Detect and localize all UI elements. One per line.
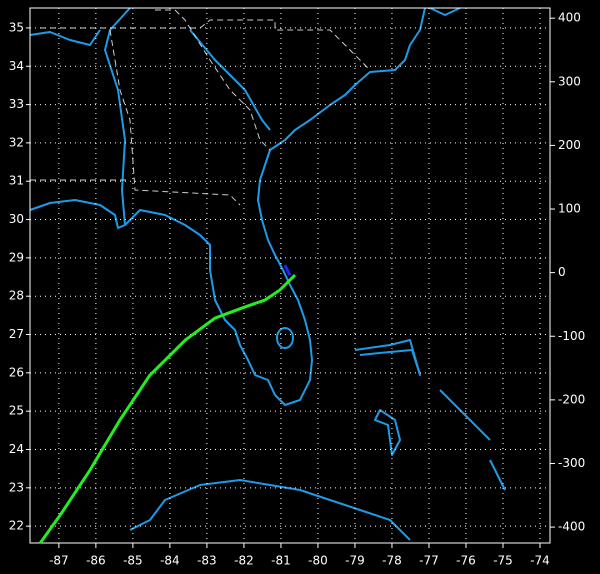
y-tick-label: 27: [9, 327, 24, 341]
y-tick-label: 32: [9, 135, 24, 149]
y2-tick-label: -200: [558, 392, 585, 406]
y2-tick-label: 400: [558, 11, 581, 25]
x-tick-label: -81: [271, 554, 291, 568]
frame: [29, 7, 551, 544]
coastlines: [29, 7, 506, 541]
x-tick-label: -75: [493, 554, 513, 568]
y-tick-label: 35: [9, 20, 24, 34]
y2-tick-label: -400: [558, 520, 585, 534]
track: [283, 264, 292, 276]
state-borders: [30, 9, 371, 206]
x-tick-label: -74: [530, 554, 550, 568]
y-tick-label: 22: [9, 519, 24, 533]
y2-tick-label: 100: [558, 202, 581, 216]
y-tick-label: 25: [9, 404, 24, 418]
y-tick-label: 24: [9, 442, 24, 456]
x-tick-label: -80: [308, 554, 328, 568]
x-tick-label: -83: [197, 554, 217, 568]
x-tick-label: -85: [123, 554, 143, 568]
y-tick-label: 31: [9, 174, 24, 188]
y-tick-label: 26: [9, 365, 24, 379]
x-tick-label: -77: [419, 554, 439, 568]
y2-tick-label: 200: [558, 138, 581, 152]
y-tick-label: 34: [9, 59, 24, 73]
x-tick-label: -87: [49, 554, 69, 568]
y-tick-label: 28: [9, 289, 24, 303]
y-tick-label: 29: [9, 250, 24, 264]
y2-tick-label: 0: [558, 265, 566, 279]
track: [38, 274, 297, 545]
x-tick-label: -84: [160, 554, 180, 568]
y-tick-label: 33: [9, 97, 24, 111]
y-tick-label: 23: [9, 480, 24, 494]
y2-tick-label: -100: [558, 329, 585, 343]
y-tick-label: 30: [9, 212, 24, 226]
x-tick-label: -82: [234, 554, 254, 568]
x-tick-label: -86: [86, 554, 106, 568]
x-tick-label: -78: [382, 554, 402, 568]
x-tick-label: -79: [345, 554, 365, 568]
x-tick-label: -76: [456, 554, 476, 568]
y2-tick-label: 300: [558, 74, 581, 88]
y2-tick-label: -300: [558, 456, 585, 470]
